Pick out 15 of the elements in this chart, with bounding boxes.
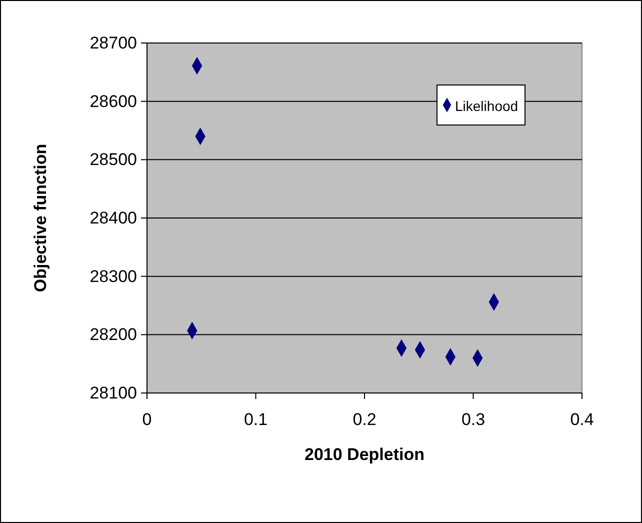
legend-label: Likelihood [455,98,518,114]
x-tick-label: 0 [142,410,152,430]
x-tick-label: 0.2 [352,410,376,430]
y-axis-title: Objective function [31,144,50,292]
x-tick-label: 0.1 [244,410,268,430]
y-tick-label: 28200 [90,325,137,344]
y-tick-label: 28700 [90,33,137,52]
y-tick-label: 28600 [90,92,137,111]
y-tick-label: 28300 [90,266,137,286]
y-tick-label: 28100 [90,383,137,402]
x-tick-label: 0.4 [570,410,594,430]
y-tick-label: 28400 [90,208,137,228]
x-axis-title: 2010 Depletion [304,445,424,464]
x-tick-label: 0.3 [461,410,486,430]
y-tick-label: 28500 [90,150,137,170]
